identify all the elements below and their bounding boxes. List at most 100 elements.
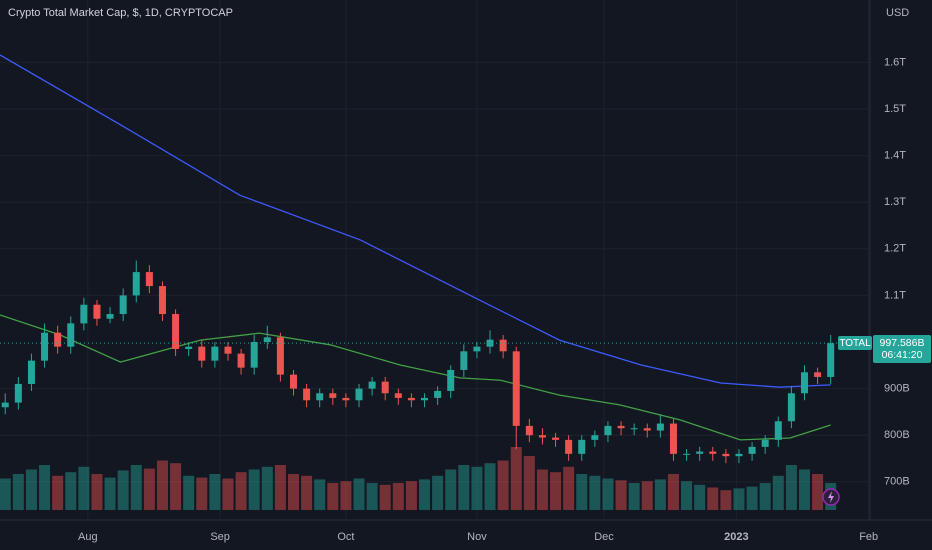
candle-body bbox=[145, 272, 153, 287]
candle-body bbox=[447, 369, 455, 391]
candle-body bbox=[172, 314, 180, 349]
volume-bar bbox=[327, 483, 339, 510]
candle-body bbox=[211, 346, 219, 361]
x-tick-label: Nov bbox=[467, 531, 487, 543]
candle-body bbox=[276, 337, 284, 375]
candle-body bbox=[774, 421, 782, 440]
x-tick-label: Feb bbox=[859, 531, 878, 543]
volume-bar bbox=[432, 475, 444, 510]
volume-bar bbox=[340, 481, 352, 510]
candle-body bbox=[604, 425, 612, 436]
volume-bar bbox=[405, 481, 417, 510]
volume-bar bbox=[536, 469, 548, 510]
volume-bar bbox=[510, 447, 522, 510]
y-tick-label: 700B bbox=[884, 476, 910, 488]
volume-bar bbox=[471, 466, 483, 510]
plot bbox=[0, 0, 870, 520]
volume-bar bbox=[694, 484, 706, 510]
candle-body bbox=[158, 286, 166, 315]
symbol-badge bbox=[838, 336, 872, 350]
volume-bar bbox=[301, 475, 313, 510]
volume-bar bbox=[497, 460, 509, 510]
y-tick-label: 1.5T bbox=[884, 103, 906, 115]
currency-label: USD bbox=[886, 7, 909, 19]
candle-body bbox=[643, 428, 651, 431]
candle-body bbox=[224, 346, 232, 354]
volume-bar bbox=[209, 474, 221, 510]
candle-body bbox=[394, 393, 402, 398]
candle-body bbox=[342, 397, 350, 401]
candle-body bbox=[538, 435, 546, 438]
candle-body bbox=[368, 381, 376, 389]
countdown: 06:41:20 bbox=[882, 349, 923, 361]
candle-body bbox=[14, 383, 22, 403]
volume-bar bbox=[52, 475, 64, 510]
volume-bar bbox=[78, 466, 90, 510]
volume-bar bbox=[641, 481, 653, 510]
candle-body bbox=[93, 304, 101, 319]
volume-bar bbox=[0, 478, 11, 510]
volume-bar bbox=[746, 486, 758, 510]
candle-body bbox=[119, 295, 127, 315]
alert-icon-bolt bbox=[828, 491, 834, 503]
candle-body bbox=[591, 435, 599, 440]
volume-bar bbox=[12, 474, 24, 510]
volume-bar bbox=[445, 469, 457, 510]
volume-bar bbox=[563, 466, 575, 510]
symbol-label: TOTAL bbox=[839, 338, 871, 349]
volume-bar bbox=[812, 474, 824, 510]
volume-bar bbox=[235, 472, 247, 510]
x-tick-label: Dec bbox=[594, 531, 614, 543]
candle-body bbox=[1, 402, 9, 408]
candle-body bbox=[355, 388, 363, 401]
candle-body bbox=[499, 339, 507, 352]
x-tick-label: 2023 bbox=[724, 531, 748, 543]
candle-body bbox=[630, 428, 638, 430]
candle-body bbox=[578, 439, 586, 454]
volume-bar bbox=[667, 474, 679, 510]
volume-bar bbox=[615, 480, 627, 510]
volume-bar bbox=[785, 465, 797, 510]
candle-body bbox=[381, 381, 389, 394]
volume-bar bbox=[589, 475, 601, 510]
y-tick-label: 800B bbox=[884, 429, 910, 441]
volume-bar bbox=[654, 479, 666, 510]
candle-body bbox=[289, 374, 297, 389]
candle-body bbox=[512, 351, 520, 426]
x-tick-label: Sep bbox=[210, 531, 230, 543]
candle-body bbox=[27, 360, 35, 384]
volume-bar bbox=[628, 483, 640, 510]
volume-bar bbox=[523, 456, 535, 510]
candle-body bbox=[237, 353, 245, 368]
candle-body bbox=[814, 372, 822, 377]
volume-bar bbox=[798, 469, 810, 510]
moving-average bbox=[0, 314, 831, 441]
candle-body bbox=[185, 346, 193, 349]
candle-body bbox=[303, 388, 311, 401]
candle-body bbox=[525, 425, 533, 436]
volume-bar bbox=[25, 469, 37, 510]
candle-body bbox=[827, 343, 835, 377]
last-price-label: 997.586B bbox=[880, 337, 925, 349]
volume-bar bbox=[143, 468, 155, 510]
candle-body bbox=[132, 272, 140, 296]
candle-body bbox=[329, 393, 337, 398]
volume-bar bbox=[248, 469, 260, 510]
y-tick-label: 1.3T bbox=[884, 196, 906, 208]
candle-body bbox=[656, 423, 664, 431]
volume-bar bbox=[681, 481, 693, 510]
candle-body bbox=[41, 332, 49, 361]
volume-bar bbox=[274, 465, 286, 510]
candle-body bbox=[421, 397, 429, 401]
candle-body bbox=[106, 314, 114, 319]
volume-bar bbox=[261, 466, 273, 510]
volume-bar bbox=[183, 475, 195, 510]
volume-bar bbox=[314, 479, 326, 510]
volume-bar bbox=[733, 488, 745, 510]
candle-body bbox=[735, 453, 743, 457]
volume-bar bbox=[550, 472, 562, 510]
candle-body bbox=[263, 337, 271, 343]
candle-body bbox=[787, 393, 795, 422]
candle-body bbox=[709, 451, 717, 454]
